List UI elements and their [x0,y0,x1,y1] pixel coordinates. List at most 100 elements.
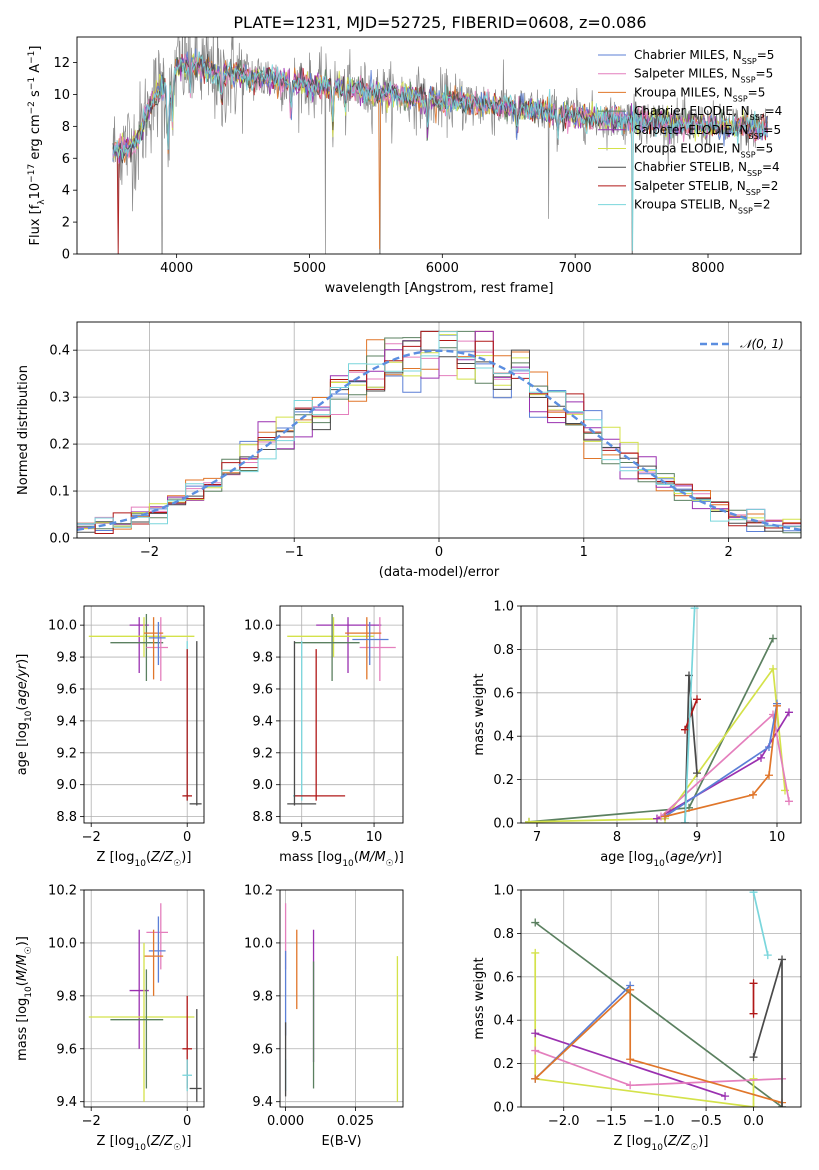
panel-mass-EBV: 0.000 0.025 9.4 9.6 9.8 10.0 10.2 E(B-V) [244,884,404,1149]
label-part: ( [665,850,670,865]
label-part: )] [394,850,404,865]
figure-title: PLATE=1231, MJD=52725, FIBERID=0608, z=0… [233,13,646,32]
label-part: Z/Z [150,850,174,865]
legend-text: Kroupa MILES, N [634,85,733,99]
weight-line-kroupa-miles [534,987,783,1104]
weight-line-kroupa-miles [664,705,778,818]
x-axis-label: Z [log10(Z/Z☉)] [97,850,192,869]
weight-point [531,918,540,927]
x-tick-label: 7 [533,830,541,845]
y-tick-label: 0.8 [493,643,514,658]
y-tick-label: 0.0 [49,532,70,547]
weight-point [525,817,533,823]
weight-line-chabrier-stelib [752,959,783,1107]
y-tick-label: 0.6 [493,970,514,985]
plot-area-weight-Z [531,890,787,1107]
weight-point [531,948,540,957]
y-tick-label: 9.6 [252,1042,273,1057]
legend-suffix: =5 [763,123,781,137]
label-part: )] [181,850,191,865]
weight-point [773,701,781,710]
legend-subscript: SSP [748,131,763,140]
label-part: Normed distribution [16,365,31,495]
legend-entry: Kroupa ELODIE, NSSP=5 [634,142,773,160]
y-tick-label: 9.6 [252,682,273,697]
x-tick-label: 4000 [160,261,193,276]
y-tick-label: 10.0 [244,936,273,951]
x-tick-label: 9.5 [291,830,312,845]
weight-point [626,985,635,994]
legend-text: Salpeter MILES, N [634,67,741,81]
weight-point [749,1103,758,1107]
legend-entry: Chabrier ELODIE, NSSP=4 [634,104,782,122]
label-part: M/M [359,850,386,865]
x-tick-label: −1.0 [643,1114,675,1129]
y-tick-label: 10.0 [244,619,273,634]
y-tick-label: 0 [62,248,70,263]
label-part: ☉ [690,1143,698,1153]
weight-point [778,1103,787,1107]
label-part: age [log [600,850,653,865]
label-part: mass weight [472,957,487,1039]
y-tick-label: 0.1 [49,485,70,500]
plot-area-mass-EBV [284,903,399,1102]
label-part: Z [log [614,1134,652,1149]
weight-point [721,1092,730,1101]
label-part: )] [712,850,722,865]
y-tick-label: 8 [62,120,70,135]
x-tick-label: 0 [183,1114,191,1129]
y-tick-label: 6 [62,152,70,167]
x-tick-label: 0.0 [743,1114,764,1129]
weight-point [531,1046,540,1055]
legend-subscript: SSP [746,187,761,196]
label-part: A [28,64,43,77]
axes-frame [520,605,802,824]
label-part: mass [log [279,850,342,865]
x-tick-label: 8000 [691,261,724,276]
label-part: age [log [15,722,30,775]
legend-text: Chabrier MILES, N [634,48,742,62]
x-tick-label: 10 [366,830,383,845]
plot-area-spectrum [112,37,768,254]
legend-entry: Salpeter ELODIE, NSSP=5 [634,123,781,141]
legend-text: Salpeter ELODIE, N [634,123,748,137]
y-tick-label: 9.6 [56,682,77,697]
panel-weight-Z: −2.0 −1.5 −1.0 −0.5 0.0 0.0 0.2 0.4 0.6 0.8 1.0 Z [… [472,884,802,1153]
legend-subscript: SSP [747,169,762,178]
y-tick-label: 9.4 [56,714,77,729]
weight-point [769,634,777,643]
x-tick-label: 7000 [559,261,592,276]
label-part: ] [28,46,43,51]
label-part: M/M [15,954,30,981]
weight-point [749,1009,758,1018]
x-tick-label: 0.000 [267,1114,304,1129]
y-tick-label: 9.4 [252,714,273,729]
legend-suffix: =4 [762,160,780,174]
weight-point [626,1081,635,1090]
y-axis-label: Flux [fλ10−17 erg cm−2 s−1 A−1] [27,46,47,246]
label-part: ( [663,1134,668,1149]
y-tick-label: 0.4 [493,1014,514,1029]
y-tick-label: 0.2 [493,1057,514,1072]
y-tick-label: 0.2 [49,438,70,453]
label-part: )] [15,654,30,664]
panel-spectrum: 4000 5000 6000 7000 8000 0 2 4 6 8 10 12 wavelength … [27,36,802,296]
axes-frame [76,321,802,539]
legend-subscript: SSP [742,57,757,66]
y-tick-label: 0.8 [493,927,514,942]
y-tick-label: 0.0 [493,1101,514,1116]
legend-text: Salpeter STELIB, N [634,179,746,193]
y-tick-label: 4 [62,184,70,199]
weight-point [626,1055,635,1064]
label-part: mass [log [15,998,30,1061]
y-tick-label: 8.8 [56,810,77,825]
panel-mass-Z: −2 09.49.69.810.010.2Z [log10(Z/Z☉)]mass … [15,884,205,1153]
legend-entry: Kroupa STELIB, NSSP=2 [634,198,771,216]
legend-entry: Salpeter STELIB, NSSP=2 [634,179,778,197]
weight-point [785,708,793,717]
y-axis-label: Normed distribution [16,365,31,495]
y-tick-label: 9.0 [252,778,273,793]
